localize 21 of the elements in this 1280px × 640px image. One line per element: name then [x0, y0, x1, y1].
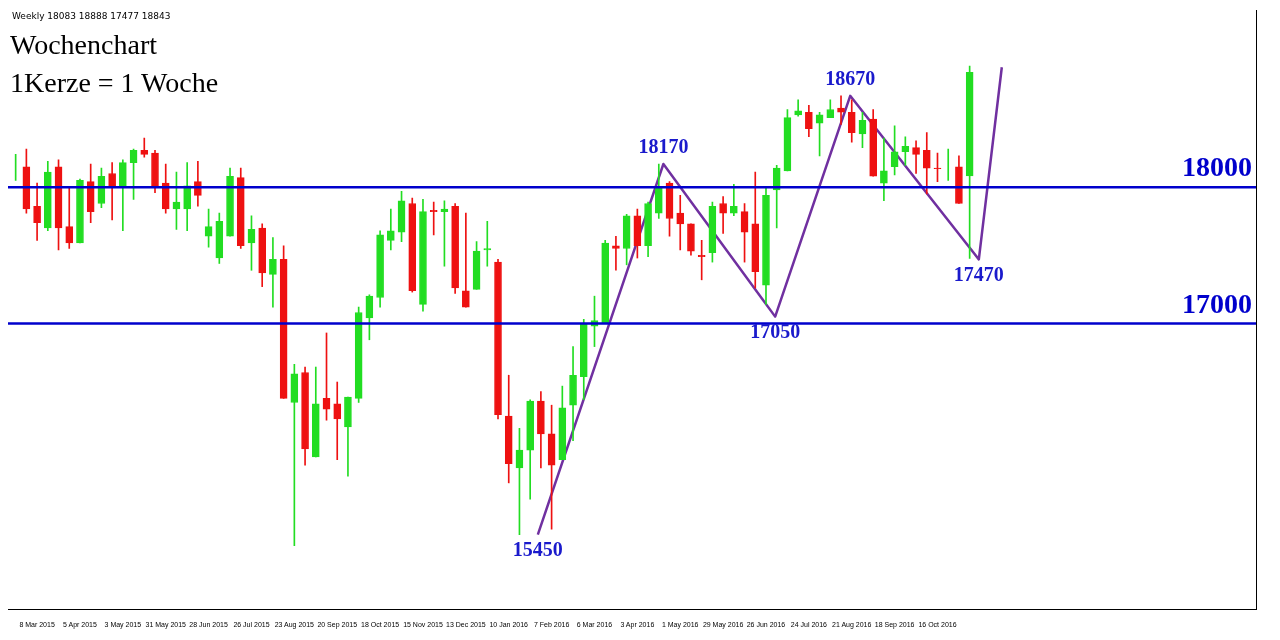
annotation: 17050	[750, 319, 801, 342]
candlestick	[719, 196, 727, 234]
candlestick	[612, 235, 620, 271]
candlestick	[676, 195, 685, 251]
candlestick	[140, 137, 149, 158]
candlestick	[880, 137, 888, 202]
candlestick	[108, 162, 116, 221]
annotation: 18670	[825, 67, 876, 90]
candlestick	[837, 95, 845, 125]
candlestick	[269, 237, 277, 308]
candlestick	[333, 381, 342, 461]
text: 1Kerze = 1 Woche	[10, 66, 219, 100]
annotation: 15450	[512, 537, 563, 560]
candlestick	[912, 140, 920, 174]
annotation: Weekly 18083 18888 17477 18843	[12, 10, 171, 21]
candlestick	[462, 212, 470, 308]
text: Wochenchart	[10, 28, 158, 62]
ref-line-label: 17000	[1182, 287, 1252, 319]
annotation: 18170	[638, 135, 689, 158]
ref-line-label: 18000	[1182, 151, 1252, 183]
annotation: 17470	[953, 262, 1004, 285]
